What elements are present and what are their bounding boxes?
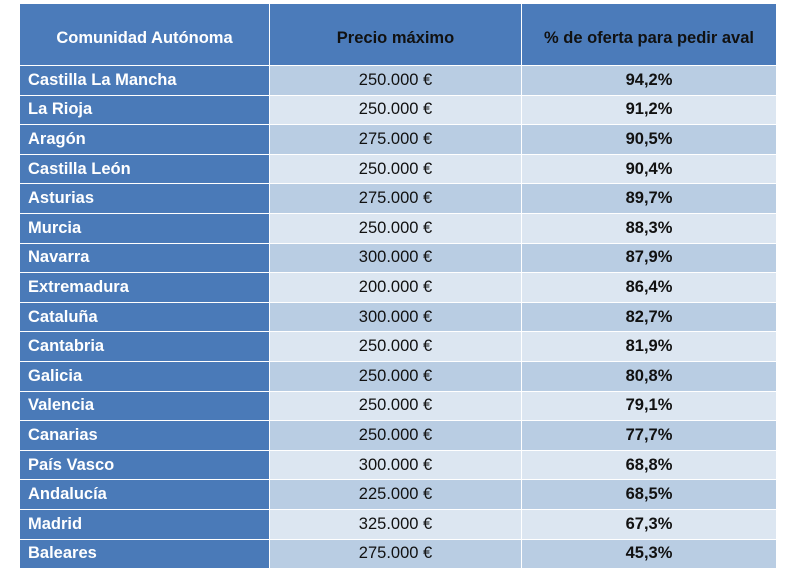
table-row: Castilla León 250.000 €90,4% (20, 154, 777, 185)
cell-oferta: 90,4% (522, 154, 777, 185)
cell-comunidad: País Vasco (20, 450, 270, 481)
cell-precio: 275.000 € (270, 539, 522, 570)
cell-oferta: 94,2% (522, 66, 777, 96)
header-precio: Precio máximo (270, 4, 522, 66)
cell-precio: 275.000 € (270, 125, 522, 155)
cell-oferta: 86,4% (522, 273, 777, 303)
table-row: Extremadura 200.000 €86,4% (20, 273, 777, 303)
cell-comunidad: La Rioja (20, 95, 270, 126)
cell-oferta: 88,3% (522, 213, 777, 244)
cell-oferta: 81,9% (522, 332, 777, 362)
cell-oferta: 91,2% (522, 95, 777, 126)
cell-comunidad: Cataluña (20, 302, 270, 333)
cell-precio: 275.000 € (270, 184, 522, 214)
cell-comunidad: Madrid (20, 509, 270, 540)
cell-oferta: 90,5% (522, 125, 777, 155)
table-row: Asturias 275.000 €89,7% (20, 184, 777, 214)
cell-comunidad: Valencia (20, 391, 270, 422)
cell-precio: 250.000 € (270, 95, 522, 126)
cell-comunidad: Asturias (20, 184, 270, 214)
cell-oferta: 82,7% (522, 302, 777, 333)
cell-comunidad: Murcia (20, 213, 270, 244)
cell-oferta: 67,3% (522, 509, 777, 540)
cell-oferta: 80,8% (522, 361, 777, 392)
table-row: Cataluña 300.000 €82,7% (20, 302, 777, 333)
aval-table: Comunidad Autónoma Precio máximo % de of… (20, 4, 777, 570)
table-row: Navarra 300.000 €87,9% (20, 243, 777, 274)
table-row: Canarias 250.000 €77,7% (20, 421, 777, 451)
table-row: Andalucía 225.000 €68,5% (20, 480, 777, 510)
cell-oferta: 77,7% (522, 421, 777, 451)
cell-oferta: 68,8% (522, 450, 777, 481)
cell-precio: 250.000 € (270, 391, 522, 422)
table-row: Castilla La Mancha 250.000 €94,2% (20, 66, 777, 96)
cell-comunidad: Extremadura (20, 273, 270, 303)
table-row: Cantabria 250.000 €81,9% (20, 332, 777, 362)
cell-precio: 250.000 € (270, 332, 522, 362)
cell-oferta: 89,7% (522, 184, 777, 214)
table-row: Valencia 250.000 €79,1% (20, 391, 777, 422)
cell-comunidad: Castilla León (20, 154, 270, 185)
table-row: Aragón 275.000 €90,5% (20, 125, 777, 155)
cell-comunidad: Andalucía (20, 480, 270, 510)
cell-precio: 250.000 € (270, 361, 522, 392)
header-comunidad: Comunidad Autónoma (20, 4, 270, 66)
cell-oferta: 79,1% (522, 391, 777, 422)
cell-comunidad: Canarias (20, 421, 270, 451)
table-row: Galicia 250.000 €80,8% (20, 361, 777, 392)
cell-comunidad: Navarra (20, 243, 270, 274)
header-oferta: % de oferta para pedir aval (522, 4, 777, 66)
cell-precio: 300.000 € (270, 243, 522, 274)
cell-precio: 250.000 € (270, 154, 522, 185)
table-header-row: Comunidad Autónoma Precio máximo % de of… (20, 4, 777, 66)
cell-comunidad: Castilla La Mancha (20, 66, 270, 96)
table-row: Murcia 250.000 €88,3% (20, 213, 777, 244)
cell-precio: 300.000 € (270, 302, 522, 333)
table-row: País Vasco 300.000 €68,8% (20, 450, 777, 481)
cell-comunidad: Cantabria (20, 332, 270, 362)
table-row: Madrid 325.000 €67,3% (20, 509, 777, 540)
cell-precio: 300.000 € (270, 450, 522, 481)
table-body: Castilla La Mancha 250.000 €94,2% La Rioja… (20, 66, 777, 570)
cell-precio: 325.000 € (270, 509, 522, 540)
cell-precio: 250.000 € (270, 421, 522, 451)
cell-oferta: 68,5% (522, 480, 777, 510)
cell-oferta: 87,9% (522, 243, 777, 274)
cell-precio: 250.000 € (270, 213, 522, 244)
cell-precio: 225.000 € (270, 480, 522, 510)
cell-comunidad: Galicia (20, 361, 270, 392)
cell-comunidad: Baleares (20, 539, 270, 570)
cell-comunidad: Aragón (20, 125, 270, 155)
table-row: La Rioja 250.000 €91,2% (20, 95, 777, 126)
table-row: Baleares 275.000 €45,3% (20, 539, 777, 570)
cell-precio: 200.000 € (270, 273, 522, 303)
cell-precio: 250.000 € (270, 66, 522, 96)
cell-oferta: 45,3% (522, 539, 777, 570)
